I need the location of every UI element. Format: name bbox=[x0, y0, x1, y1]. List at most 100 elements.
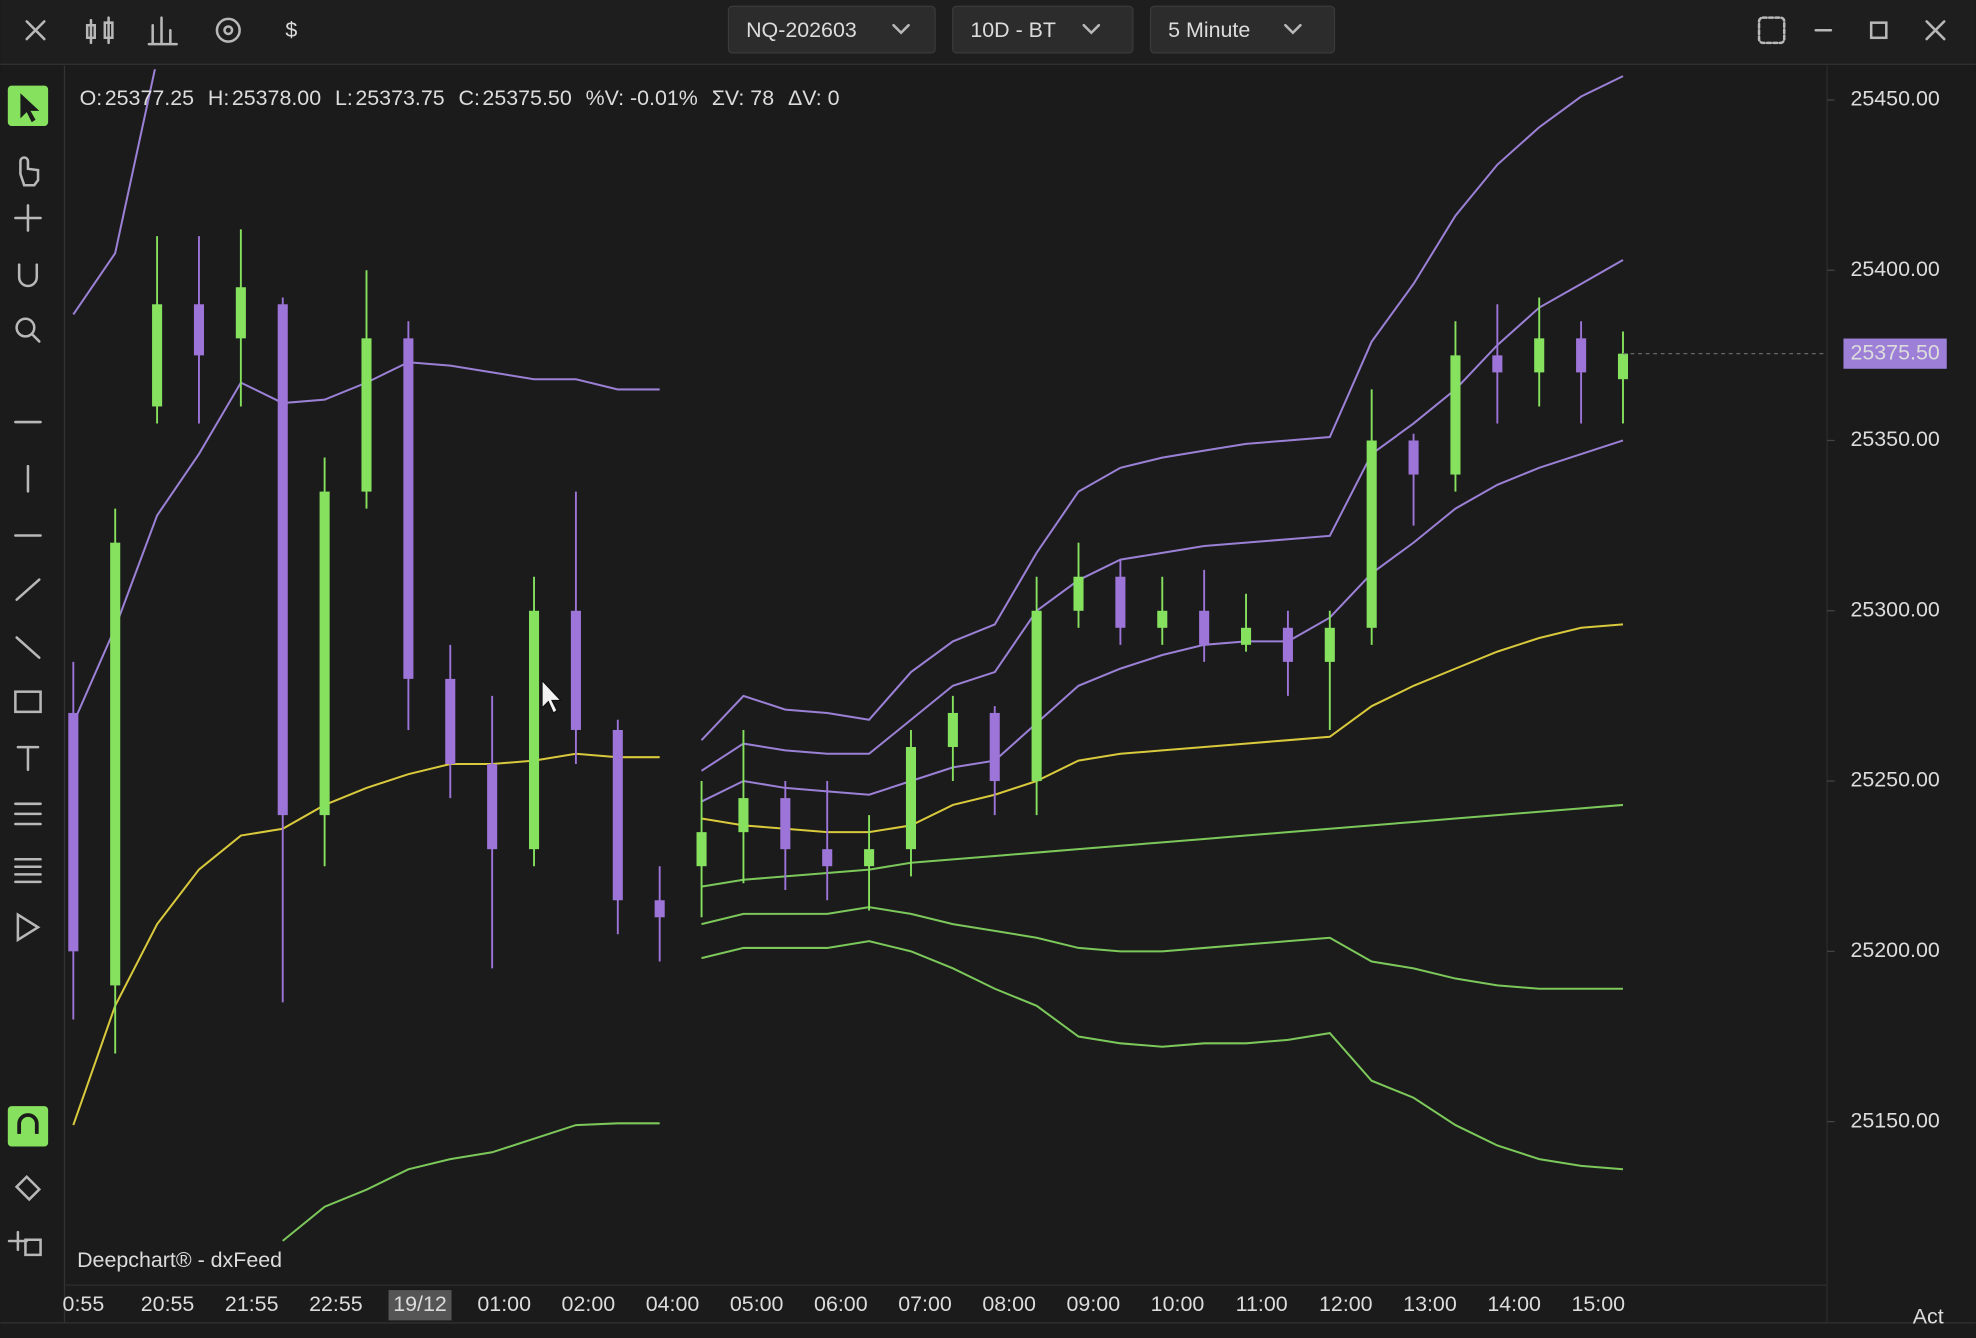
candle-body bbox=[989, 712, 1000, 782]
candle-body bbox=[193, 304, 205, 356]
candle-body bbox=[487, 764, 498, 850]
candle-body bbox=[528, 610, 540, 850]
candle-icon[interactable] bbox=[85, 16, 114, 45]
indicator-line bbox=[282, 1122, 660, 1242]
candle-body bbox=[947, 712, 958, 748]
x-tick-label: 09:00 bbox=[1067, 1292, 1121, 1316]
indicator-line bbox=[72, 752, 660, 1126]
candle-body bbox=[1073, 576, 1084, 611]
candle-body bbox=[1534, 338, 1545, 373]
trendline-tool[interactable] bbox=[15, 578, 41, 601]
ohlc-label: H: bbox=[208, 86, 229, 110]
candle-body bbox=[445, 678, 456, 765]
x-tick-label: 10:00 bbox=[1151, 1292, 1205, 1316]
dollar-icon[interactable]: $ bbox=[285, 18, 297, 42]
candle-body bbox=[1282, 627, 1293, 662]
candle-body bbox=[403, 338, 414, 679]
range-dropdown[interactable] bbox=[952, 5, 1134, 54]
x-tick-label: 07:00 bbox=[898, 1292, 952, 1316]
ohlc-stat: %V: -0.01% bbox=[586, 86, 698, 110]
add-tool[interactable] bbox=[7, 1230, 42, 1257]
x-tick-label: 11:00 bbox=[1236, 1292, 1288, 1316]
candle-body bbox=[905, 747, 917, 850]
fib-tool[interactable] bbox=[14, 802, 42, 826]
indicator-line bbox=[701, 803, 1624, 888]
candle-body bbox=[1157, 610, 1168, 628]
interval-dropdown[interactable] bbox=[1149, 5, 1336, 54]
plot-area bbox=[68, 69, 1828, 1242]
candle-body bbox=[235, 287, 246, 339]
text-tool[interactable] bbox=[16, 745, 40, 772]
x-tick-label: 06:00 bbox=[814, 1292, 868, 1316]
y-tick-label: 25400.00 bbox=[1850, 257, 1939, 281]
maximize-icon[interactable] bbox=[1869, 21, 1888, 40]
settings-icon[interactable] bbox=[215, 17, 241, 43]
x-tick-label: 08:00 bbox=[982, 1292, 1036, 1316]
x-tick-label: 12:00 bbox=[1319, 1292, 1373, 1316]
indicator-line bbox=[72, 69, 156, 316]
extended-line-tool[interactable] bbox=[15, 636, 41, 659]
candle-body bbox=[738, 798, 749, 833]
y-tick-label: 25300.00 bbox=[1850, 597, 1939, 621]
left-toolbar bbox=[7, 65, 66, 1323]
candle-body bbox=[277, 304, 288, 816]
y-tick-label: 25350.00 bbox=[1850, 427, 1939, 451]
axes: 25150.00 25200.00 25250.00 25300.00 25350.00… bbox=[0, 65, 1976, 1324]
candle-body bbox=[822, 849, 833, 867]
close-window-icon[interactable] bbox=[1925, 20, 1946, 41]
range-text: 10D - BT bbox=[970, 18, 1056, 42]
corner-text: Act bbox=[1913, 1304, 1944, 1328]
eraser-tool[interactable] bbox=[14, 1174, 42, 1202]
magnet-icon bbox=[17, 1113, 39, 1134]
candle-body bbox=[1324, 627, 1335, 662]
symbol-text: NQ-202603 bbox=[746, 18, 857, 42]
ohlc-value: 25378.00 bbox=[232, 86, 321, 110]
x-tick-label: 13:00 bbox=[1403, 1292, 1457, 1316]
indicator-line bbox=[700, 75, 1624, 741]
candle-body bbox=[1617, 353, 1629, 380]
rectangle-tool[interactable] bbox=[14, 690, 42, 714]
interval-text: 5 Minute bbox=[1168, 18, 1250, 42]
candle-body bbox=[780, 798, 791, 850]
close-chart-icon[interactable] bbox=[25, 20, 46, 41]
symbol-dropdown[interactable] bbox=[727, 5, 936, 54]
x-tick-label: 21:55 bbox=[225, 1292, 279, 1316]
zoom-handle bbox=[30, 332, 41, 343]
x-tick-label: 20:55 bbox=[141, 1292, 195, 1316]
chevron bbox=[1284, 23, 1302, 35]
levels-tool[interactable] bbox=[14, 857, 42, 884]
candle-body bbox=[68, 712, 79, 952]
bars-icon[interactable] bbox=[147, 16, 178, 46]
candle-body bbox=[110, 542, 121, 986]
ohlc-stat: ΣV: 78 bbox=[712, 86, 774, 110]
hand-tool[interactable] bbox=[19, 156, 40, 187]
candle-body bbox=[696, 832, 707, 867]
x-tick-highlight bbox=[388, 1290, 452, 1321]
indicator-line bbox=[700, 259, 1624, 772]
zoom-tool[interactable] bbox=[15, 317, 36, 338]
candle-body bbox=[1408, 440, 1419, 475]
x-tick-label: 15:00 bbox=[1572, 1292, 1626, 1316]
watermark: Deepchart® - dxFeed bbox=[77, 1248, 282, 1272]
candle-body bbox=[1450, 355, 1461, 475]
ohlc-stat: ΔV: 0 bbox=[788, 86, 840, 110]
settings-icon-center bbox=[223, 25, 234, 36]
layout-icon[interactable] bbox=[1757, 16, 1786, 45]
ohlc-label: O: bbox=[80, 86, 103, 110]
magnet-active[interactable] bbox=[7, 1106, 49, 1147]
crosshair-tool[interactable] bbox=[14, 204, 42, 232]
candle-body bbox=[570, 610, 581, 730]
ohlc-label: C: bbox=[459, 86, 480, 110]
play-tool[interactable] bbox=[16, 912, 41, 943]
indicator-line bbox=[701, 940, 1624, 1171]
candle-body bbox=[1115, 576, 1126, 628]
ohlc-value: 25377.25 bbox=[105, 86, 194, 110]
pointer-icon bbox=[20, 93, 40, 123]
y-tick-label: 25200.00 bbox=[1850, 938, 1939, 962]
magnet-tool[interactable] bbox=[17, 263, 39, 288]
x-tick-label: 19/12 bbox=[393, 1292, 447, 1316]
x-tick-label: 05:00 bbox=[730, 1292, 784, 1316]
